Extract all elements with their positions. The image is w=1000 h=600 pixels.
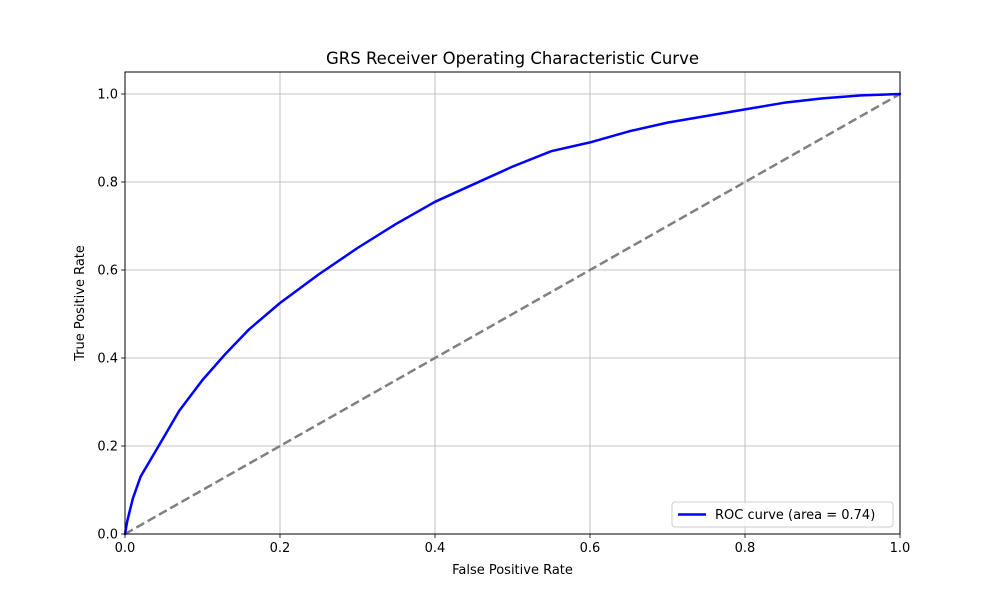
x-tick-label: 0.2 bbox=[270, 541, 291, 556]
axis-ticks: 0.0 0.2 0.4 0.6 0.8 1.0 0.0 0.2 0.4 0.6 0.8 1.0 bbox=[97, 88, 910, 557]
series-layer bbox=[123, 92, 902, 536]
x-tick-label: 1.0 bbox=[890, 541, 911, 556]
x-tick-label: 0.8 bbox=[735, 541, 756, 556]
y-tick-label: 0.2 bbox=[97, 440, 118, 455]
x-tick-label: 0.4 bbox=[425, 541, 446, 556]
x-tick-label: 0.6 bbox=[580, 541, 601, 556]
y-tick-label: 1.0 bbox=[97, 88, 118, 103]
x-tick-label: 0.0 bbox=[115, 541, 136, 556]
x-axis-label: False Positive Rate bbox=[452, 563, 573, 578]
y-tick-label: 0.0 bbox=[97, 528, 118, 543]
plot-frame bbox=[124, 71, 901, 535]
legend-box bbox=[671, 501, 894, 528]
y-tick-label: 0.4 bbox=[97, 352, 118, 367]
legend-label-roc: ROC curve (area = 0.74) bbox=[715, 508, 875, 523]
y-tick-label: 0.8 bbox=[97, 176, 118, 191]
roc-curve-line bbox=[123, 92, 902, 536]
chart-title: GRS Receiver Operating Characteristic Cu… bbox=[326, 49, 699, 68]
legend: ROC curve (area = 0.74) bbox=[671, 501, 894, 528]
y-tick-label: 0.6 bbox=[97, 264, 118, 279]
chance-diagonal-line bbox=[124, 92, 901, 536]
y-axis-label: True Positive Rate bbox=[73, 245, 88, 362]
